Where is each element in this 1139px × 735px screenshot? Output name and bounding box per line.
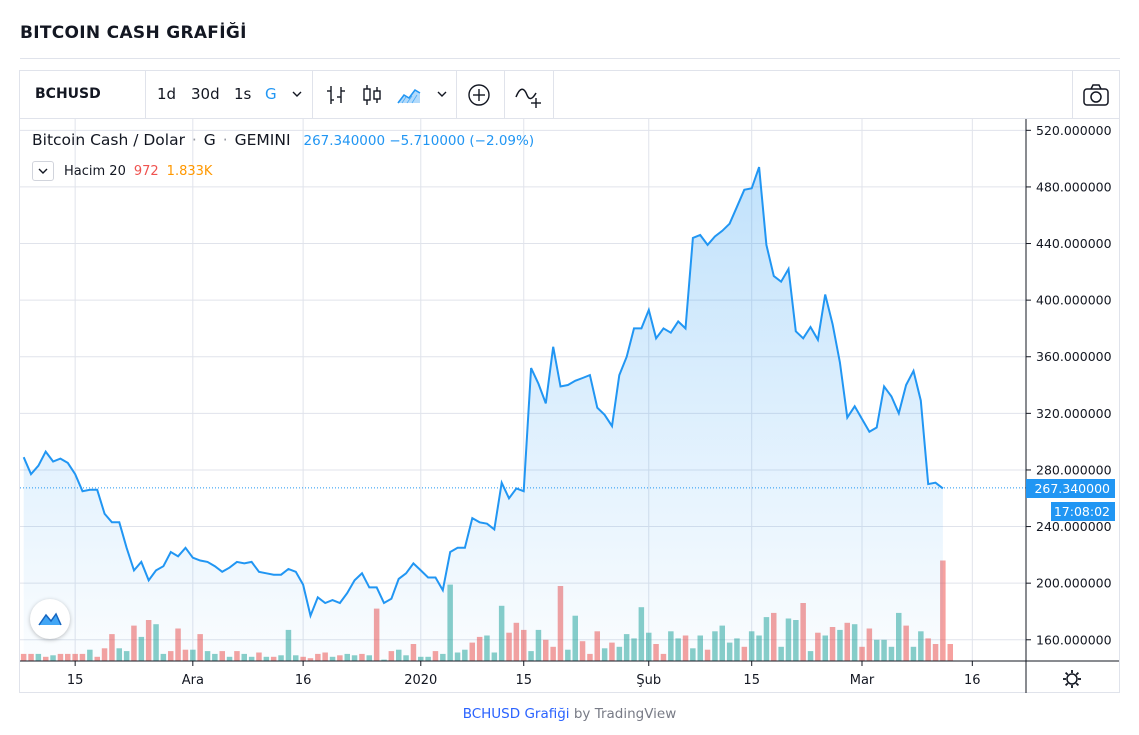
area-chart-icon[interactable] (396, 83, 422, 107)
footer-attribution: BCHUSD Grafiği by TradingView (0, 706, 1139, 722)
footer-by-tradingview: by TradingView (573, 706, 677, 722)
toolbar-divider (145, 71, 146, 119)
x-tick-label: 15 (515, 673, 532, 688)
y-tick-label: 480.000000 (1036, 179, 1112, 194)
x-tick-label: 2020 (404, 673, 437, 688)
interval-1d[interactable]: 1d (157, 85, 177, 103)
volume-bar (20, 653, 27, 661)
legend-values: 267.340000 −5.710000 (−2.09%) (303, 133, 535, 149)
tradingview-logo-button[interactable] (30, 599, 70, 639)
legend-separator: · (191, 131, 197, 149)
volume-legend: Hacim 20 972 1.833K (32, 161, 212, 181)
settings-gear-icon[interactable] (1063, 670, 1081, 688)
chevron-down-icon[interactable] (436, 91, 448, 99)
title-divider (20, 58, 1120, 59)
price-label: 267.340000 (1026, 479, 1115, 498)
price-chart[interactable]: 160.000000 200.000000 240.000000 280.000000… (20, 119, 1119, 693)
time-axis[interactable]: 15 Ara 16 2020 15 Şub 15 Mar 16 (67, 661, 981, 688)
bar-chart-icon[interactable] (325, 83, 347, 107)
y-tick-label: 160.000000 (1036, 632, 1112, 647)
legend-exchange: GEMINI (234, 131, 291, 149)
symbol-button[interactable]: BCHUSD (35, 86, 101, 102)
x-tick-label: 16 (295, 673, 312, 688)
x-tick-label: 16 (964, 673, 981, 688)
legend-interval: G (203, 131, 216, 149)
x-tick-label: 15 (67, 673, 84, 688)
x-tick-label: Şub (636, 673, 661, 688)
toolbar-divider (312, 71, 313, 119)
compare-icon[interactable] (514, 83, 544, 109)
price-area (23, 167, 943, 661)
svg-text:267.340000: 267.340000 (1034, 481, 1110, 496)
x-tick-label: Mar (850, 673, 875, 688)
y-tick-label: 400.000000 (1036, 293, 1112, 308)
y-tick-label: 320.000000 (1036, 406, 1112, 421)
x-tick-label: Ara (182, 673, 204, 688)
page-title: BITCOIN CASH GRAFİĞİ (20, 23, 247, 43)
y-tick-label: 240.000000 (1036, 519, 1112, 534)
svg-text:17:08:02: 17:08:02 (1054, 504, 1110, 519)
interval-1s[interactable]: 1s (234, 85, 252, 103)
chart-toolbar: BCHUSD 1d 30d 1s G (20, 71, 1119, 119)
chevron-down-icon (38, 168, 48, 174)
volume-indicator-name: Hacim 20 (64, 163, 126, 179)
toolbar-divider (553, 71, 554, 119)
y-tick-label: 280.000000 (1036, 462, 1112, 477)
countdown-label: 17:08:02 (1051, 502, 1115, 521)
tradingview-logo-icon (38, 612, 62, 626)
x-tick-label: 15 (743, 673, 760, 688)
y-tick-label: 440.000000 (1036, 236, 1112, 251)
interval-g[interactable]: G (265, 85, 277, 103)
footer-chart-link[interactable]: BCHUSD Grafiği (462, 706, 570, 722)
volume-value: 972 (133, 163, 159, 179)
toolbar-divider (456, 71, 457, 119)
price-axis[interactable]: 160.000000 200.000000 240.000000 280.000000… (1026, 123, 1112, 647)
add-indicator-icon[interactable] (467, 83, 491, 107)
chart-widget: BCHUSD 1d 30d 1s G (19, 70, 1120, 693)
legend-separator: · (222, 131, 228, 149)
volume-ma-value: 1.833K (166, 163, 213, 179)
camera-icon[interactable] (1082, 83, 1110, 107)
candlestick-icon[interactable] (361, 83, 383, 107)
series-legend: Bitcoin Cash / Dolar · G · GEMINI 267.34… (32, 131, 534, 149)
legend-symbol-name: Bitcoin Cash / Dolar (32, 131, 185, 149)
price-line (22, 166, 944, 620)
y-tick-label: 520.000000 (1036, 123, 1112, 138)
y-tick-label: 200.000000 (1036, 576, 1112, 591)
collapse-legend-button[interactable] (32, 161, 54, 181)
volume-bar (947, 644, 953, 661)
y-tick-label: 360.000000 (1036, 349, 1112, 364)
interval-30d[interactable]: 30d (191, 85, 220, 103)
toolbar-divider (1072, 71, 1073, 119)
chevron-down-icon[interactable] (291, 91, 303, 99)
toolbar-divider (504, 71, 505, 119)
